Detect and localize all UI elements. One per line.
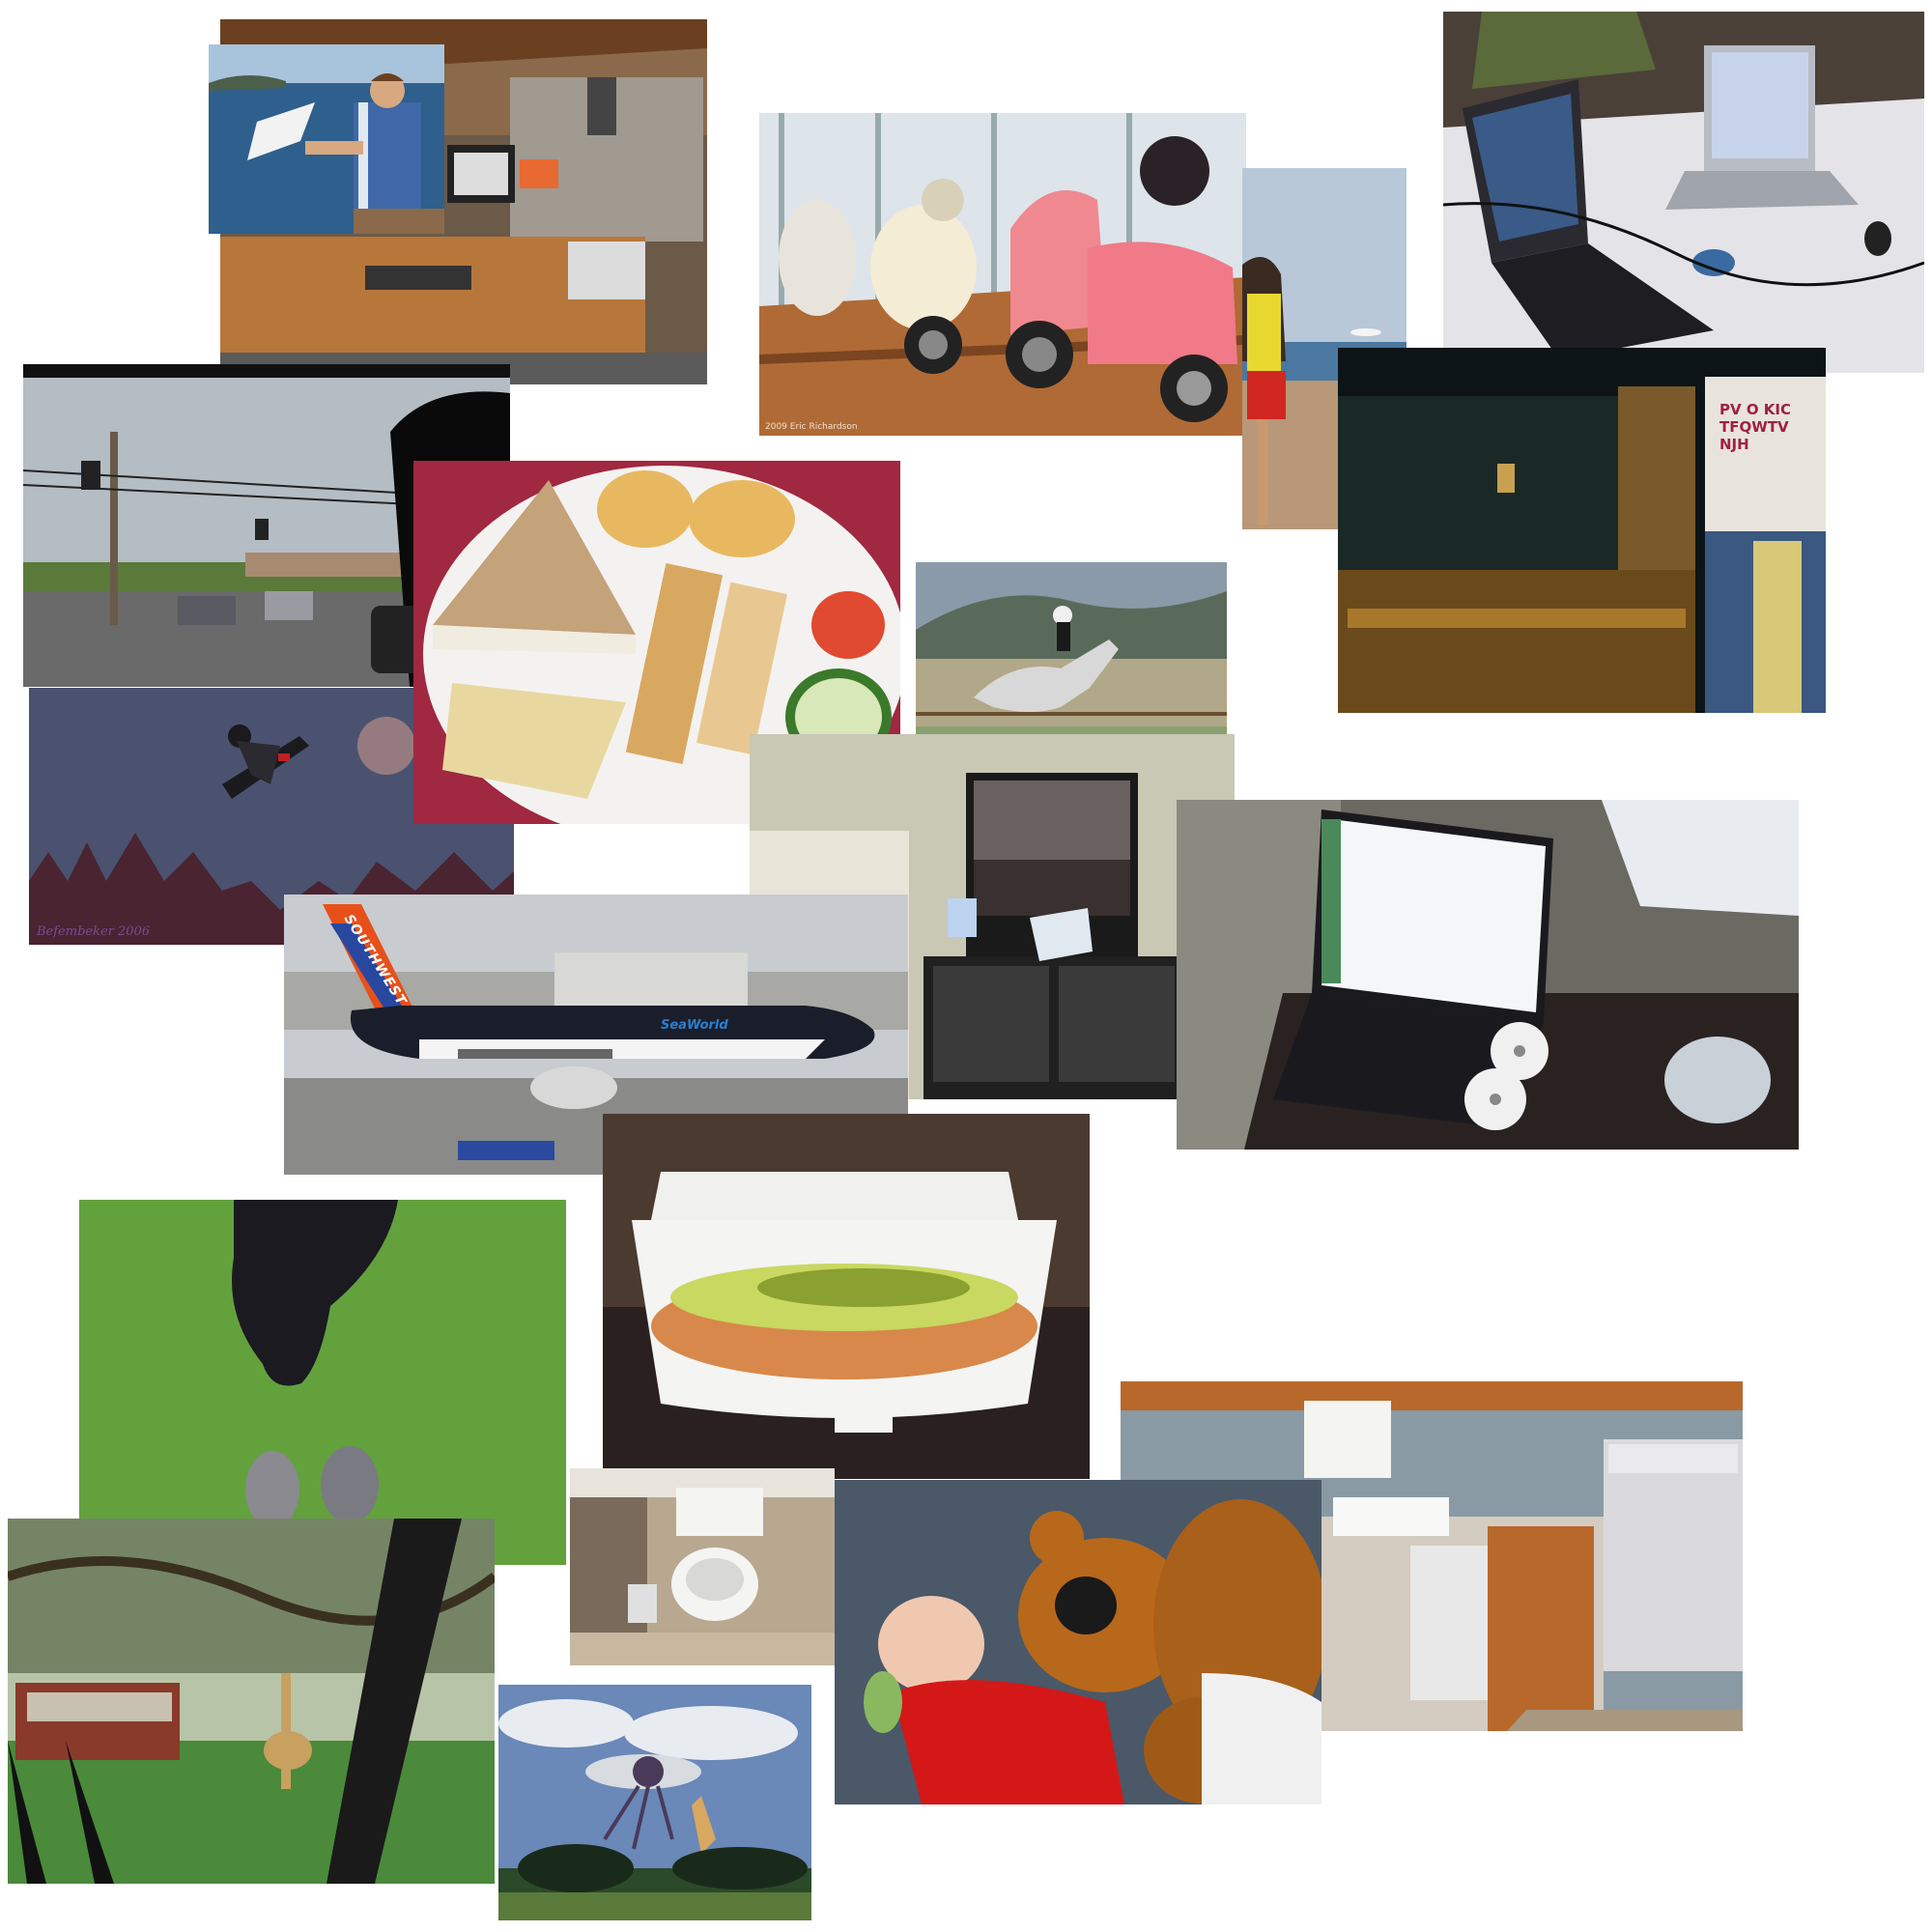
photo-dog-grass [79, 1200, 566, 1565]
photo-bathroom [570, 1468, 835, 1665]
photo-baby-bear [835, 1480, 1321, 1804]
photo-horse [916, 562, 1227, 767]
photo-hotdog [603, 1114, 1090, 1479]
photo-hp-laptop [1177, 800, 1799, 1150]
photo-giraffe [8, 1519, 495, 1884]
photo-kites [498, 1685, 811, 1920]
photo-suitcases: PV O KIC TFQWTV NJH [1338, 348, 1826, 713]
photo-vespa: 2009 Eric Richardson [759, 113, 1246, 436]
plane-fuselage-text: SeaWorld [661, 1018, 728, 1033]
photo-credit: Befembeker 2006 [37, 924, 151, 939]
photo-kitchen [1121, 1381, 1743, 1731]
photo-gull [209, 44, 444, 234]
wall-letters: PV O KIC TFQWTV NJH [1719, 401, 1792, 453]
photo-laptops [1443, 12, 1924, 373]
photo-credit: 2009 Eric Richardson [765, 422, 858, 432]
